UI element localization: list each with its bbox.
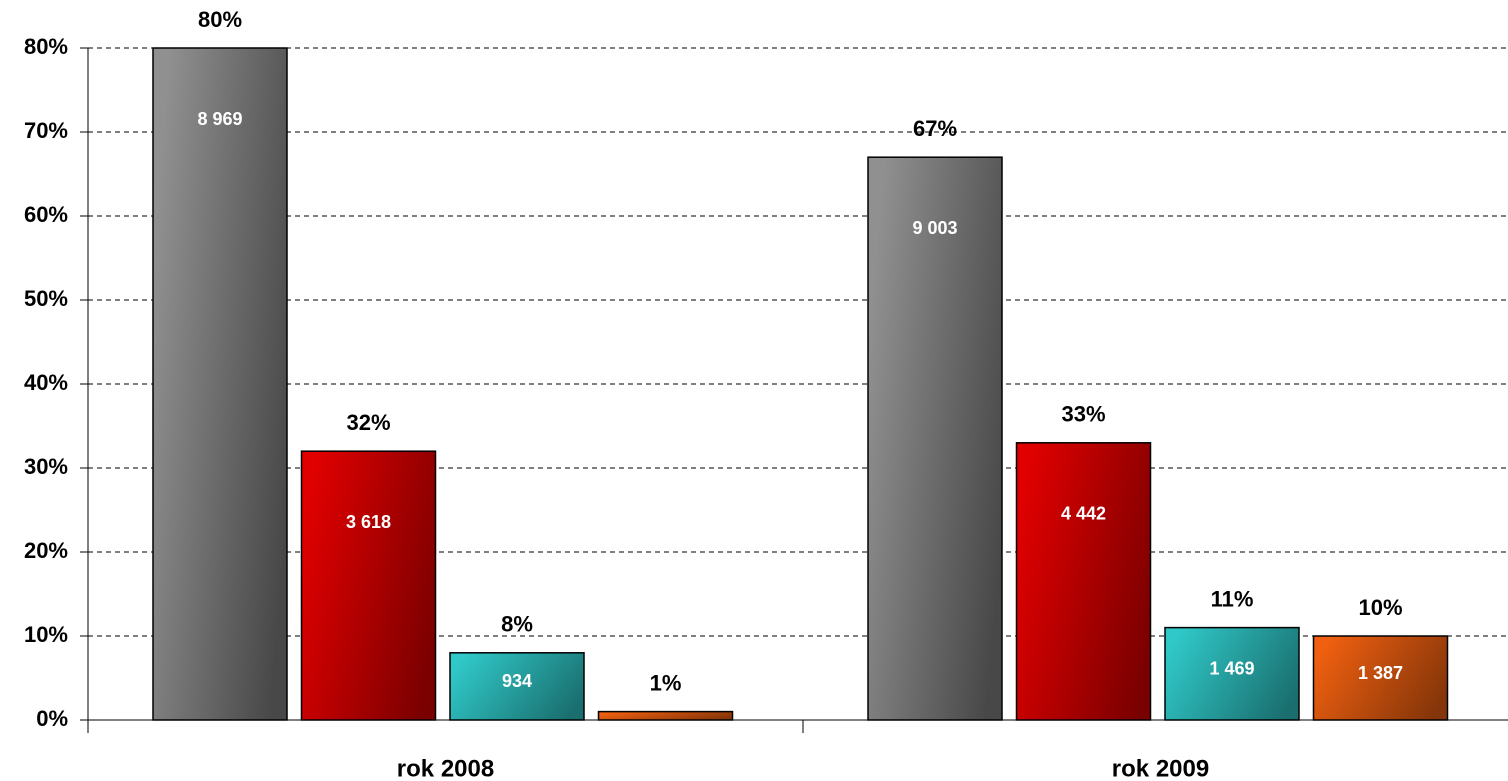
- value-label: 67%: [913, 116, 957, 141]
- y-tick-label: 40%: [24, 370, 68, 395]
- y-tick-label: 10%: [24, 622, 68, 647]
- inner-label: 934: [502, 671, 532, 691]
- y-tick-label: 50%: [24, 286, 68, 311]
- value-label: 80%: [198, 7, 242, 32]
- bar: [449, 652, 585, 721]
- inner-label: 9 003: [912, 218, 957, 238]
- bar: [1164, 626, 1300, 721]
- value-label: 33%: [1061, 402, 1105, 427]
- bar: [152, 47, 288, 721]
- inner-label: 3 618: [346, 512, 391, 532]
- value-label: 10%: [1358, 595, 1402, 620]
- y-tick-label: 30%: [24, 454, 68, 479]
- inner-label: 8 969: [197, 109, 242, 129]
- bar: [867, 156, 1003, 721]
- y-tick-label: 70%: [24, 118, 68, 143]
- inner-label: 1 387: [1358, 663, 1403, 683]
- y-tick-label: 60%: [24, 202, 68, 227]
- bar: [597, 710, 734, 721]
- bar: [1015, 442, 1152, 721]
- inner-label: 1 469: [1209, 659, 1254, 679]
- value-label: 11%: [1211, 586, 1254, 611]
- y-tick-label: 20%: [24, 538, 68, 563]
- x-tick-label: rok 2008: [397, 755, 494, 781]
- value-label: 32%: [346, 410, 390, 435]
- inner-label: 4 442: [1061, 504, 1106, 524]
- bar: [1312, 635, 1449, 721]
- value-label: 8%: [501, 612, 533, 637]
- x-tick-label: rok 2009: [1112, 755, 1209, 781]
- bar: [300, 450, 437, 721]
- y-tick-label: 80%: [24, 34, 68, 59]
- y-tick-label: 0%: [36, 706, 68, 731]
- value-label: 1%: [650, 670, 682, 695]
